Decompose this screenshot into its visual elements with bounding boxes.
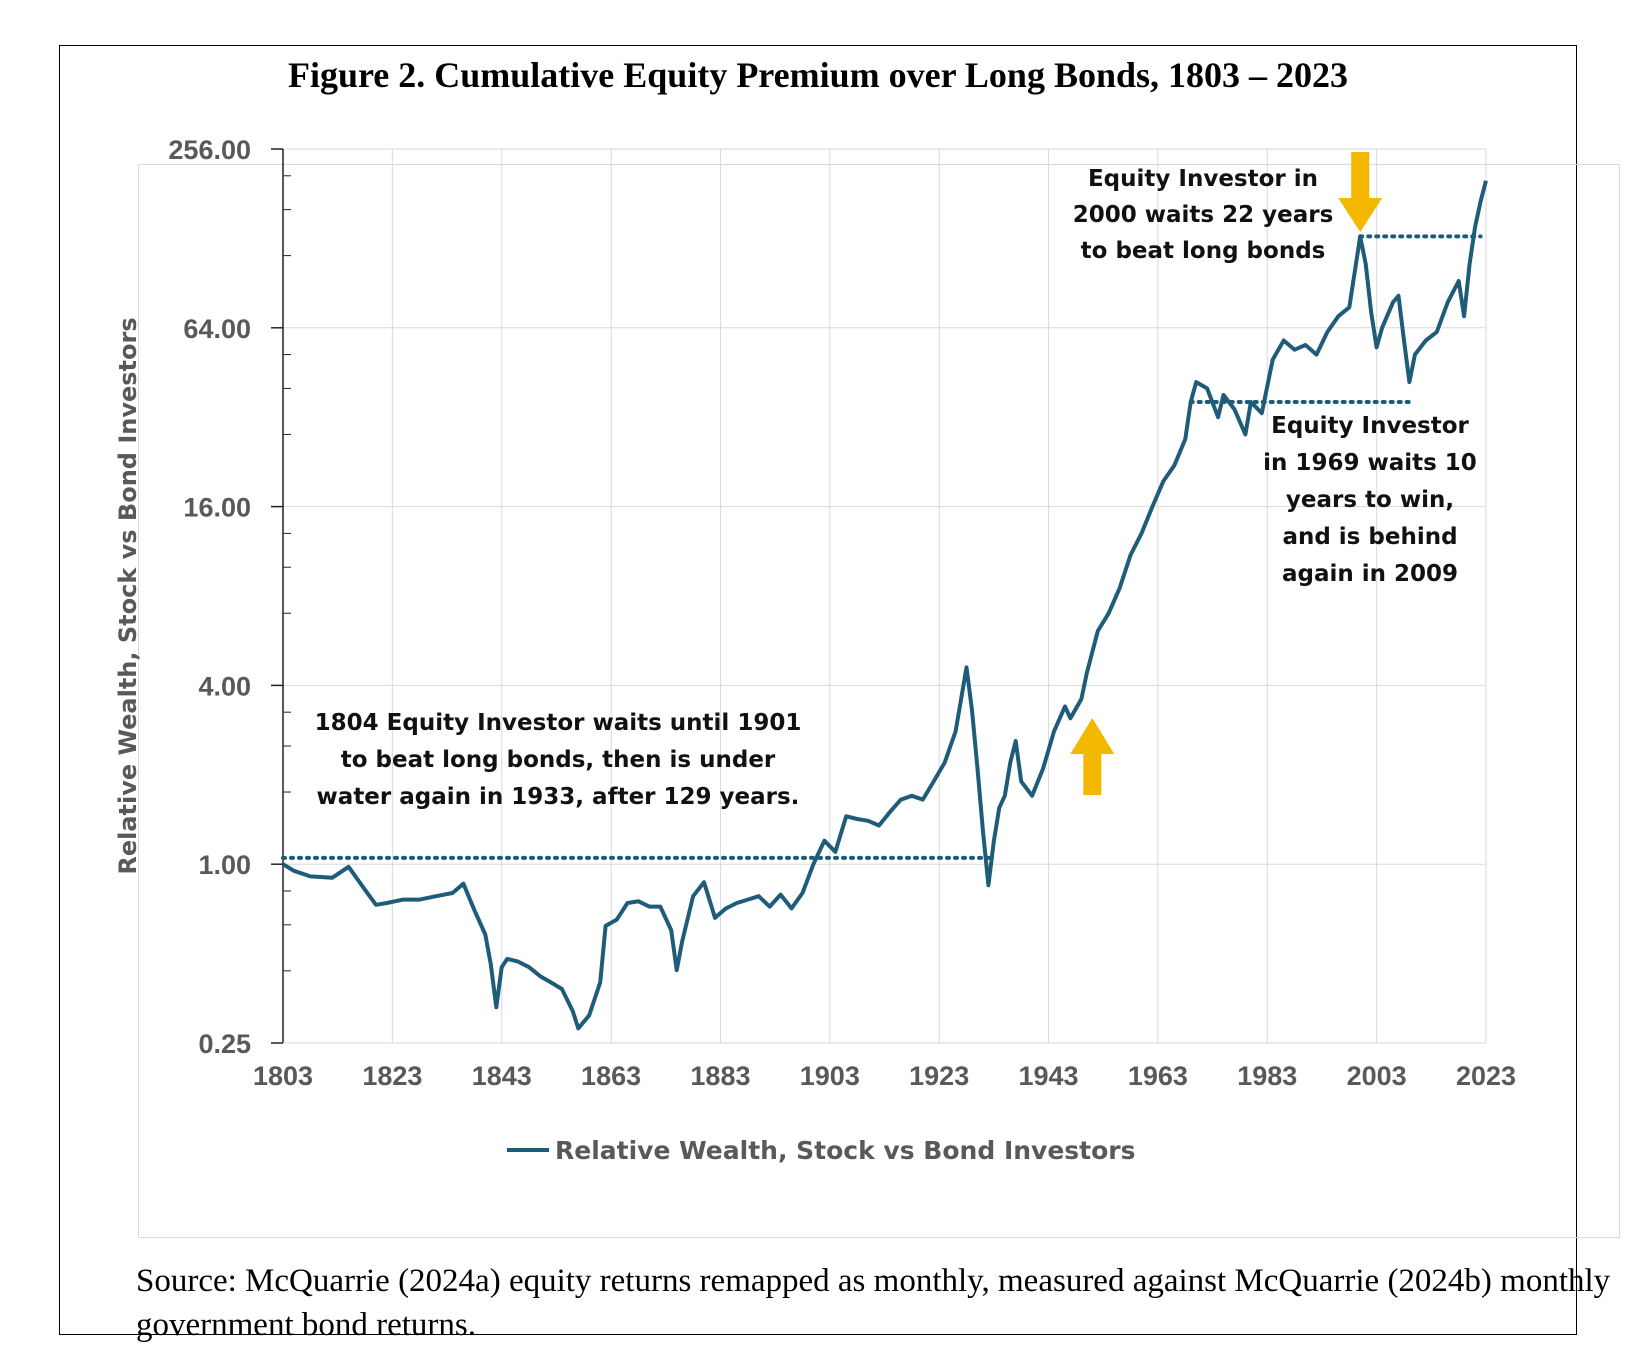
annotation-line: Equity Investor [1271, 413, 1469, 439]
legend: Relative Wealth, Stock vs Bond Investors [507, 1136, 1136, 1165]
annotation-line: again in 2009 [1282, 561, 1458, 587]
plot-area-border [138, 164, 1620, 1238]
y-tick-label: 64.00 [183, 314, 251, 344]
annotation-text: 1804 Equity Investor waits until 1901 to … [315, 710, 802, 810]
x-tick-label: 1843 [472, 1061, 532, 1091]
figure-title: Figure 2. Cumulative Equity Premium over… [287, 55, 1349, 95]
source-note: Source: McQuarrie (2024a) equity returns… [136, 1263, 1611, 1343]
x-tick-label: 1923 [909, 1061, 969, 1091]
arrows [1070, 152, 1383, 795]
x-tick-label: 1943 [1019, 1061, 1079, 1091]
gridlines [283, 148, 1487, 1044]
annotation-text: Equity Investor in 2000 waits 22 years to … [1073, 166, 1334, 264]
figure-frame: Figure 2. Cumulative Equity Premium over… [59, 45, 1620, 1343]
legend-label: Relative Wealth, Stock vs Bond Investors [555, 1136, 1136, 1165]
down-arrow-2000 [1338, 152, 1383, 232]
annotation-line: water again in 1933, after 129 years. [317, 784, 800, 810]
x-tick-label: 1983 [1237, 1061, 1297, 1091]
axes: 1803 1823 1843 1863 1883 1903 1923 1943 1963 1983… [114, 135, 1516, 1091]
annotation-line: to beat long bonds, then is under [341, 747, 776, 773]
x-tick-label: 1803 [253, 1061, 313, 1091]
series-line [281, 180, 1488, 1031]
annotation-line: to beat long bonds [1081, 238, 1326, 264]
y-tick-label: 1.00 [198, 850, 251, 880]
y-tick-label: 16.00 [183, 493, 251, 523]
series-group [281, 180, 1488, 1031]
x-tick-label: 1863 [581, 1061, 641, 1091]
y-axis-title: Relative Wealth, Stock vs Bond Investors [114, 317, 142, 874]
x-tick-label: 2003 [1347, 1061, 1407, 1091]
x-tick-label: 1903 [800, 1061, 860, 1091]
annotations: 1804 Equity Investor waits until 1901 to … [315, 166, 1477, 810]
x-tick-label: 1883 [690, 1061, 750, 1091]
up-arrow-1950 [1070, 718, 1115, 795]
x-tick-label: 1963 [1128, 1061, 1188, 1091]
annotation-line: Equity Investor in [1088, 166, 1318, 192]
x-tick-label: 2023 [1456, 1061, 1516, 1091]
x-tick-label: 1823 [362, 1061, 422, 1091]
reference-lines [281, 234, 1483, 860]
annotation-line: and is behind [1282, 524, 1457, 550]
y-tick-label: 256.00 [168, 135, 251, 165]
annotation-line: 2000 waits 22 years [1073, 202, 1334, 228]
annotation-text: Equity Investor in 1969 waits 10 years to … [1263, 413, 1477, 587]
annotation-line: years to win, [1286, 487, 1454, 513]
y-tick-label: 0.25 [198, 1029, 251, 1059]
annotation-line: 1804 Equity Investor waits until 1901 [315, 710, 802, 736]
annotation-line: in 1969 waits 10 [1263, 450, 1477, 476]
y-tick-label: 4.00 [198, 671, 251, 701]
